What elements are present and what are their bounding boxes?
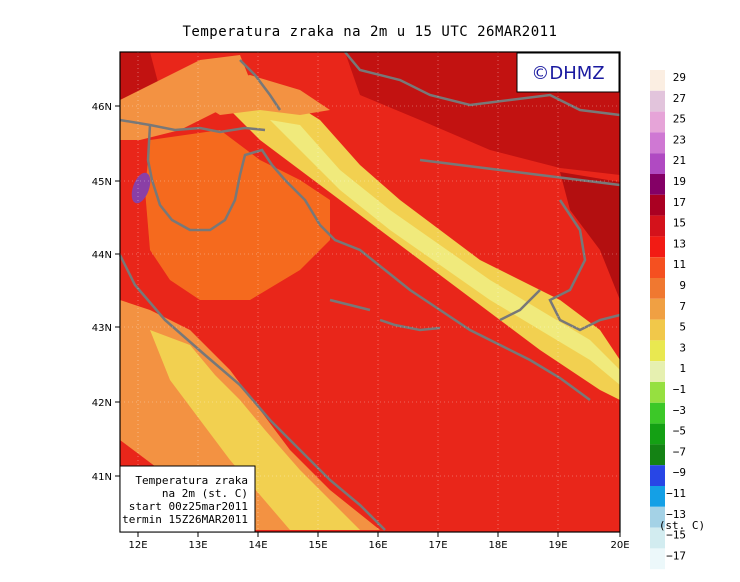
lat-labels: 46N 45N 44N 43N 42N 41N [92, 102, 112, 483]
axis-ticks [115, 105, 621, 537]
legend-swatch [650, 132, 665, 154]
legend-swatch [650, 402, 665, 424]
legend-swatch [650, 153, 665, 174]
legend-label: 9 [679, 279, 686, 292]
map-title: Temperatura zraka na 2m u 15 UTC 26MAR20… [182, 24, 558, 40]
legend-label: −17 [666, 549, 686, 562]
lon-label: 15E [308, 540, 327, 551]
map-frame [119, 51, 621, 533]
legend-label: 19 [673, 175, 686, 188]
lon-labels: 12E 13E 14E 15E 16E 17E 18E 19E 20E [128, 540, 629, 551]
legend-swatch [650, 361, 665, 382]
legend-label: 1 [679, 362, 686, 375]
lat-label: 44N [92, 250, 112, 261]
purple-spot [131, 172, 151, 204]
map-panel [118, 51, 621, 533]
legend-label: −3 [673, 404, 686, 417]
dhmz-logo: ©DHMZ [516, 52, 620, 93]
italy-yellow-zone [150, 330, 360, 530]
lat-label: 45N [92, 177, 112, 188]
legend-label: 21 [673, 154, 686, 167]
info-line: start 00z25mar2011 [129, 500, 248, 513]
legend-label: 27 [673, 92, 686, 105]
lon-label: 17E [428, 540, 447, 551]
legend-label: −13 [666, 508, 686, 521]
color-legend: 29 27 25 23 21 19 17 15 13 11 9 7 5 3 1 −1 −3 −5 −7 −9 −11 −1… [650, 70, 705, 570]
orange-band-north [180, 75, 330, 115]
lon-label: 18E [488, 540, 507, 551]
lon-label: 12E [128, 540, 147, 551]
legend-swatch [650, 236, 665, 258]
lat-label: 43N [92, 323, 112, 334]
legend-swatch [650, 527, 665, 549]
legend-label: 3 [679, 341, 686, 354]
legend-swatch [650, 465, 665, 486]
logo-text: ©DHMZ [531, 63, 604, 84]
legend-swatch [650, 194, 665, 216]
legend-swatch [650, 382, 665, 403]
lat-label: 42N [92, 398, 112, 409]
legend-label: 7 [679, 300, 686, 313]
legend-label: −1 [673, 383, 686, 396]
legend-swatch [650, 340, 665, 362]
grid-lines [120, 52, 620, 532]
info-line: termin 15Z26MAR2011 [122, 513, 248, 526]
legend-label: 11 [673, 258, 686, 271]
legend-swatch [650, 215, 665, 237]
legend-unit: (st. C) [659, 519, 705, 532]
legend-swatch [650, 278, 665, 299]
info-line: Temperatura zraka [135, 474, 248, 487]
legend-swatch [650, 298, 665, 320]
orange-zone-northwest [120, 55, 250, 140]
lon-label: 20E [610, 540, 629, 551]
legend-label: 15 [673, 217, 686, 230]
legend-swatch [650, 548, 665, 570]
legend-label: −5 [673, 425, 686, 438]
legend-label: 29 [673, 71, 686, 84]
legend-label: −15 [666, 529, 686, 542]
legend-label: 17 [673, 196, 686, 209]
lon-label: 19E [548, 540, 567, 551]
legend-label: −11 [666, 487, 686, 500]
legend-label: −7 [673, 445, 686, 458]
legend-swatch [650, 90, 665, 112]
legend-swatch [650, 257, 665, 278]
lon-label: 13E [188, 540, 207, 551]
lon-label: 14E [248, 540, 267, 551]
orange-zone-istria [145, 130, 330, 300]
lat-label: 41N [92, 472, 112, 483]
legend-swatch [650, 506, 665, 528]
lat-label: 46N [92, 102, 112, 113]
legend-label: 23 [673, 133, 686, 146]
legend-label: 5 [679, 321, 686, 334]
legend-swatch [650, 174, 665, 195]
info-box: Temperatura zraka na 2m (st. C) start 00… [119, 465, 256, 533]
lon-label: 16E [368, 540, 387, 551]
dark-red-zone-east [560, 172, 620, 300]
legend-swatch [650, 319, 665, 341]
legend-label: 13 [673, 237, 686, 250]
legend-swatch [650, 444, 665, 466]
legend-swatch [650, 486, 665, 507]
coastlines [118, 51, 621, 531]
info-line: na 2m (st. C) [162, 487, 248, 500]
legend-label: 25 [673, 113, 686, 126]
legend-swatch [650, 70, 665, 91]
legend-swatch [650, 423, 665, 445]
legend-swatch [650, 111, 665, 133]
pale-band-dinaric [270, 120, 620, 385]
legend-label: −9 [673, 466, 686, 479]
